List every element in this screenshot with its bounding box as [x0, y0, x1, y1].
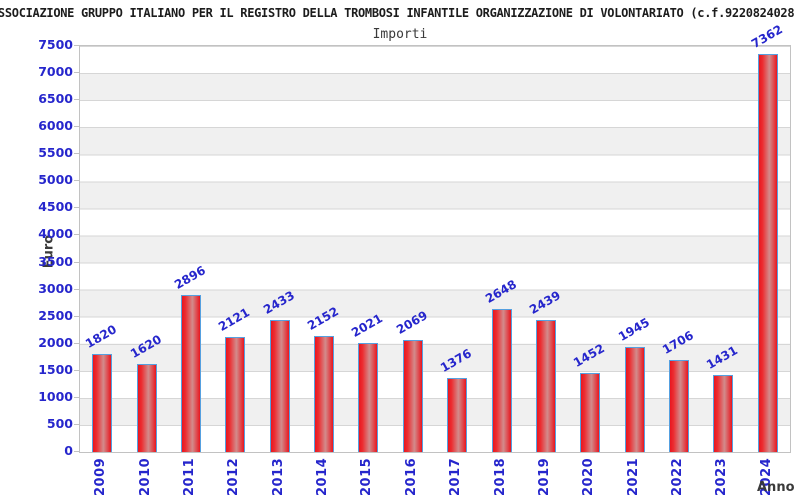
x-tick-label-2019: 2019 — [536, 457, 552, 496]
bar-2012 — [225, 337, 246, 452]
x-tick-label-2013: 2013 — [270, 457, 286, 496]
x-tick-label-2016: 2016 — [403, 457, 419, 496]
x-tick-label-2018: 2018 — [492, 457, 508, 496]
x-tick-label-2012: 2012 — [226, 457, 242, 496]
bar-2019 — [535, 320, 556, 452]
bar-2009 — [92, 353, 113, 452]
y-tick-label: 3500 — [38, 253, 73, 269]
y-tick-mark — [74, 315, 79, 317]
bar-2018 — [491, 308, 512, 452]
bar-value-label-2009: 1820 — [83, 321, 120, 351]
y-tick-mark — [74, 234, 79, 236]
y-tick-mark — [74, 423, 79, 425]
x-axis: 2009 2010 2011 2012 2013 2014 2015 2016 2017 2018… — [80, 458, 790, 500]
y-tick-mark — [74, 288, 79, 290]
y-tick-mark — [74, 207, 79, 209]
bar-2023 — [713, 374, 734, 452]
x-tick-label-2011: 2011 — [181, 457, 197, 496]
x-tick-label-2017: 2017 — [448, 457, 464, 496]
y-tick-mark — [74, 342, 79, 344]
bar-value-label-2014: 2152 — [305, 303, 342, 333]
y-tick-label: 6000 — [38, 118, 73, 134]
y-tick-label: 500 — [46, 415, 73, 431]
bar-2010 — [136, 364, 157, 452]
bar-2015 — [358, 342, 379, 452]
bar-value-label-2013: 2433 — [260, 288, 297, 318]
bar-2011 — [180, 295, 201, 452]
y-tick-mark — [74, 396, 79, 398]
y-tick-label: 2500 — [38, 307, 73, 323]
y-tick-mark — [74, 180, 79, 182]
y-tick-label: 4000 — [38, 226, 73, 242]
y-tick-label: 5500 — [38, 145, 73, 161]
y-tick-mark — [74, 261, 79, 263]
bar-value-label-2022: 1706 — [660, 327, 697, 357]
bar-value-label-2017: 1376 — [438, 345, 475, 375]
y-tick-label: 1500 — [38, 361, 73, 377]
bar-value-label-2012: 2121 — [216, 305, 253, 335]
x-tick-label-2021: 2021 — [625, 457, 641, 496]
y-tick-mark — [74, 45, 79, 46]
bar-2013 — [269, 320, 290, 452]
y-tick-label: 1000 — [38, 388, 73, 404]
bar-2016 — [402, 340, 423, 452]
bar-value-label-2011: 2896 — [171, 263, 208, 293]
bar-value-label-2021: 1945 — [615, 314, 652, 344]
y-tick-label: 5000 — [38, 172, 73, 188]
x-tick-label-2010: 2010 — [137, 457, 153, 496]
x-axis-title: Anno — [757, 480, 795, 495]
bar-value-label-2015: 2021 — [349, 310, 386, 340]
bar-value-label-2019: 2439 — [526, 288, 563, 317]
bar-value-label-2016: 2069 — [393, 308, 430, 337]
y-tick-mark — [74, 369, 79, 371]
bar-value-label-2010: 1620 — [127, 332, 164, 362]
y-tick-label: 6500 — [38, 91, 73, 107]
x-tick-label-2022: 2022 — [670, 457, 686, 496]
bar-2020 — [580, 373, 601, 452]
y-tick-label: 7500 — [38, 37, 73, 52]
y-tick-label: 4500 — [38, 199, 73, 215]
x-tick-label-2014: 2014 — [315, 457, 331, 496]
y-tick-mark — [74, 126, 79, 128]
y-tick-mark — [74, 99, 79, 101]
x-tick-label-2023: 2023 — [714, 457, 730, 496]
plot-area: 1820 1620 2896 2121 2433 2152 2021 2069 1376 2648… — [79, 22, 791, 453]
x-tick-label-2009: 2009 — [93, 457, 109, 496]
x-tick-label-2015: 2015 — [359, 457, 375, 496]
y-tick-label: 0 — [64, 443, 73, 458]
chart-title: ASSOCIAZIONE GRUPPO ITALIANO PER IL REGI… — [0, 6, 795, 20]
bar-2017 — [447, 377, 468, 452]
bar-2024 — [757, 53, 778, 452]
bar-value-label-2018: 2648 — [482, 276, 519, 306]
y-tick-label: 7000 — [38, 64, 73, 80]
y-tick-mark — [74, 72, 79, 74]
y-tick-mark — [74, 451, 79, 452]
y-tick-label: 2000 — [38, 334, 73, 350]
y-tick-label: 3000 — [38, 280, 73, 296]
bar-value-label-2024: 7362 — [748, 21, 785, 51]
chart-subtitle: Importi — [372, 27, 428, 42]
bar-value-label-2020: 1452 — [571, 341, 608, 371]
y-tick-mark — [74, 153, 79, 155]
bar-2022 — [669, 359, 690, 452]
bar-2021 — [624, 346, 645, 452]
bar-2014 — [314, 335, 335, 452]
bar-value-label-2023: 1431 — [704, 342, 741, 372]
x-tick-label-2020: 2020 — [581, 457, 597, 496]
